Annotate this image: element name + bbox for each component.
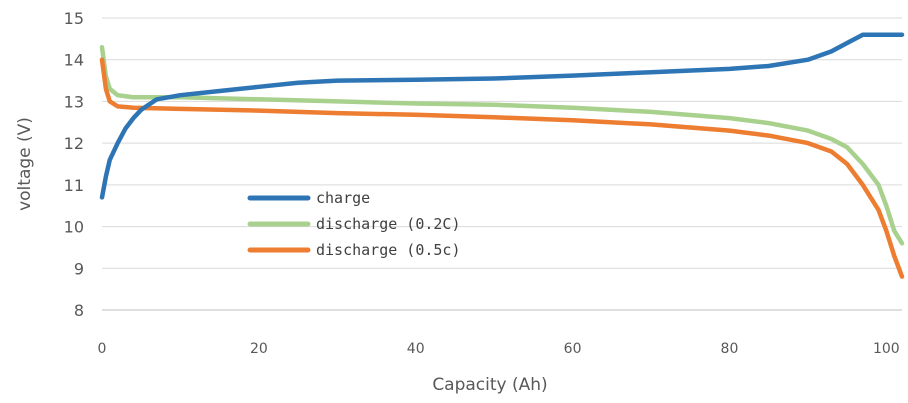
y-tick-label: 10 xyxy=(64,218,84,237)
y-tick-label: 8 xyxy=(74,301,84,320)
x-tick-label: 0 xyxy=(98,341,107,357)
x-tick-label: 100 xyxy=(873,341,900,357)
gridlines xyxy=(102,17,902,269)
legend: charge discharge (0.2C) discharge (0.5c) xyxy=(247,189,461,259)
y-axis-title: voltage (V) xyxy=(15,117,35,211)
y-tick-label: 13 xyxy=(64,92,84,111)
series-line xyxy=(99,32,905,200)
y-tick-label: 12 xyxy=(64,134,84,153)
x-tick-labels: 0 20 40 60 80 100 xyxy=(98,341,900,357)
series-layer xyxy=(99,32,905,279)
x-tick-label: 40 xyxy=(407,341,425,357)
x-tick-label: 60 xyxy=(564,341,582,357)
y-tick-label: 15 xyxy=(64,9,84,28)
series-line xyxy=(99,44,905,246)
legend-label: charge xyxy=(316,189,370,207)
y-tick-labels: 8 9 10 11 12 13 14 15 xyxy=(64,9,84,320)
y-tick-label: 9 xyxy=(74,259,84,278)
x-tick-label: 20 xyxy=(250,341,268,357)
legend-label: discharge (0.5c) xyxy=(316,241,461,259)
legend-label: discharge (0.2C) xyxy=(316,215,461,233)
y-tick-label: 11 xyxy=(64,176,84,195)
series-line xyxy=(99,57,905,279)
x-axis-title: Capacity (Ah) xyxy=(432,375,547,395)
y-tick-label: 14 xyxy=(64,51,84,70)
x-tick-label: 80 xyxy=(721,341,739,357)
